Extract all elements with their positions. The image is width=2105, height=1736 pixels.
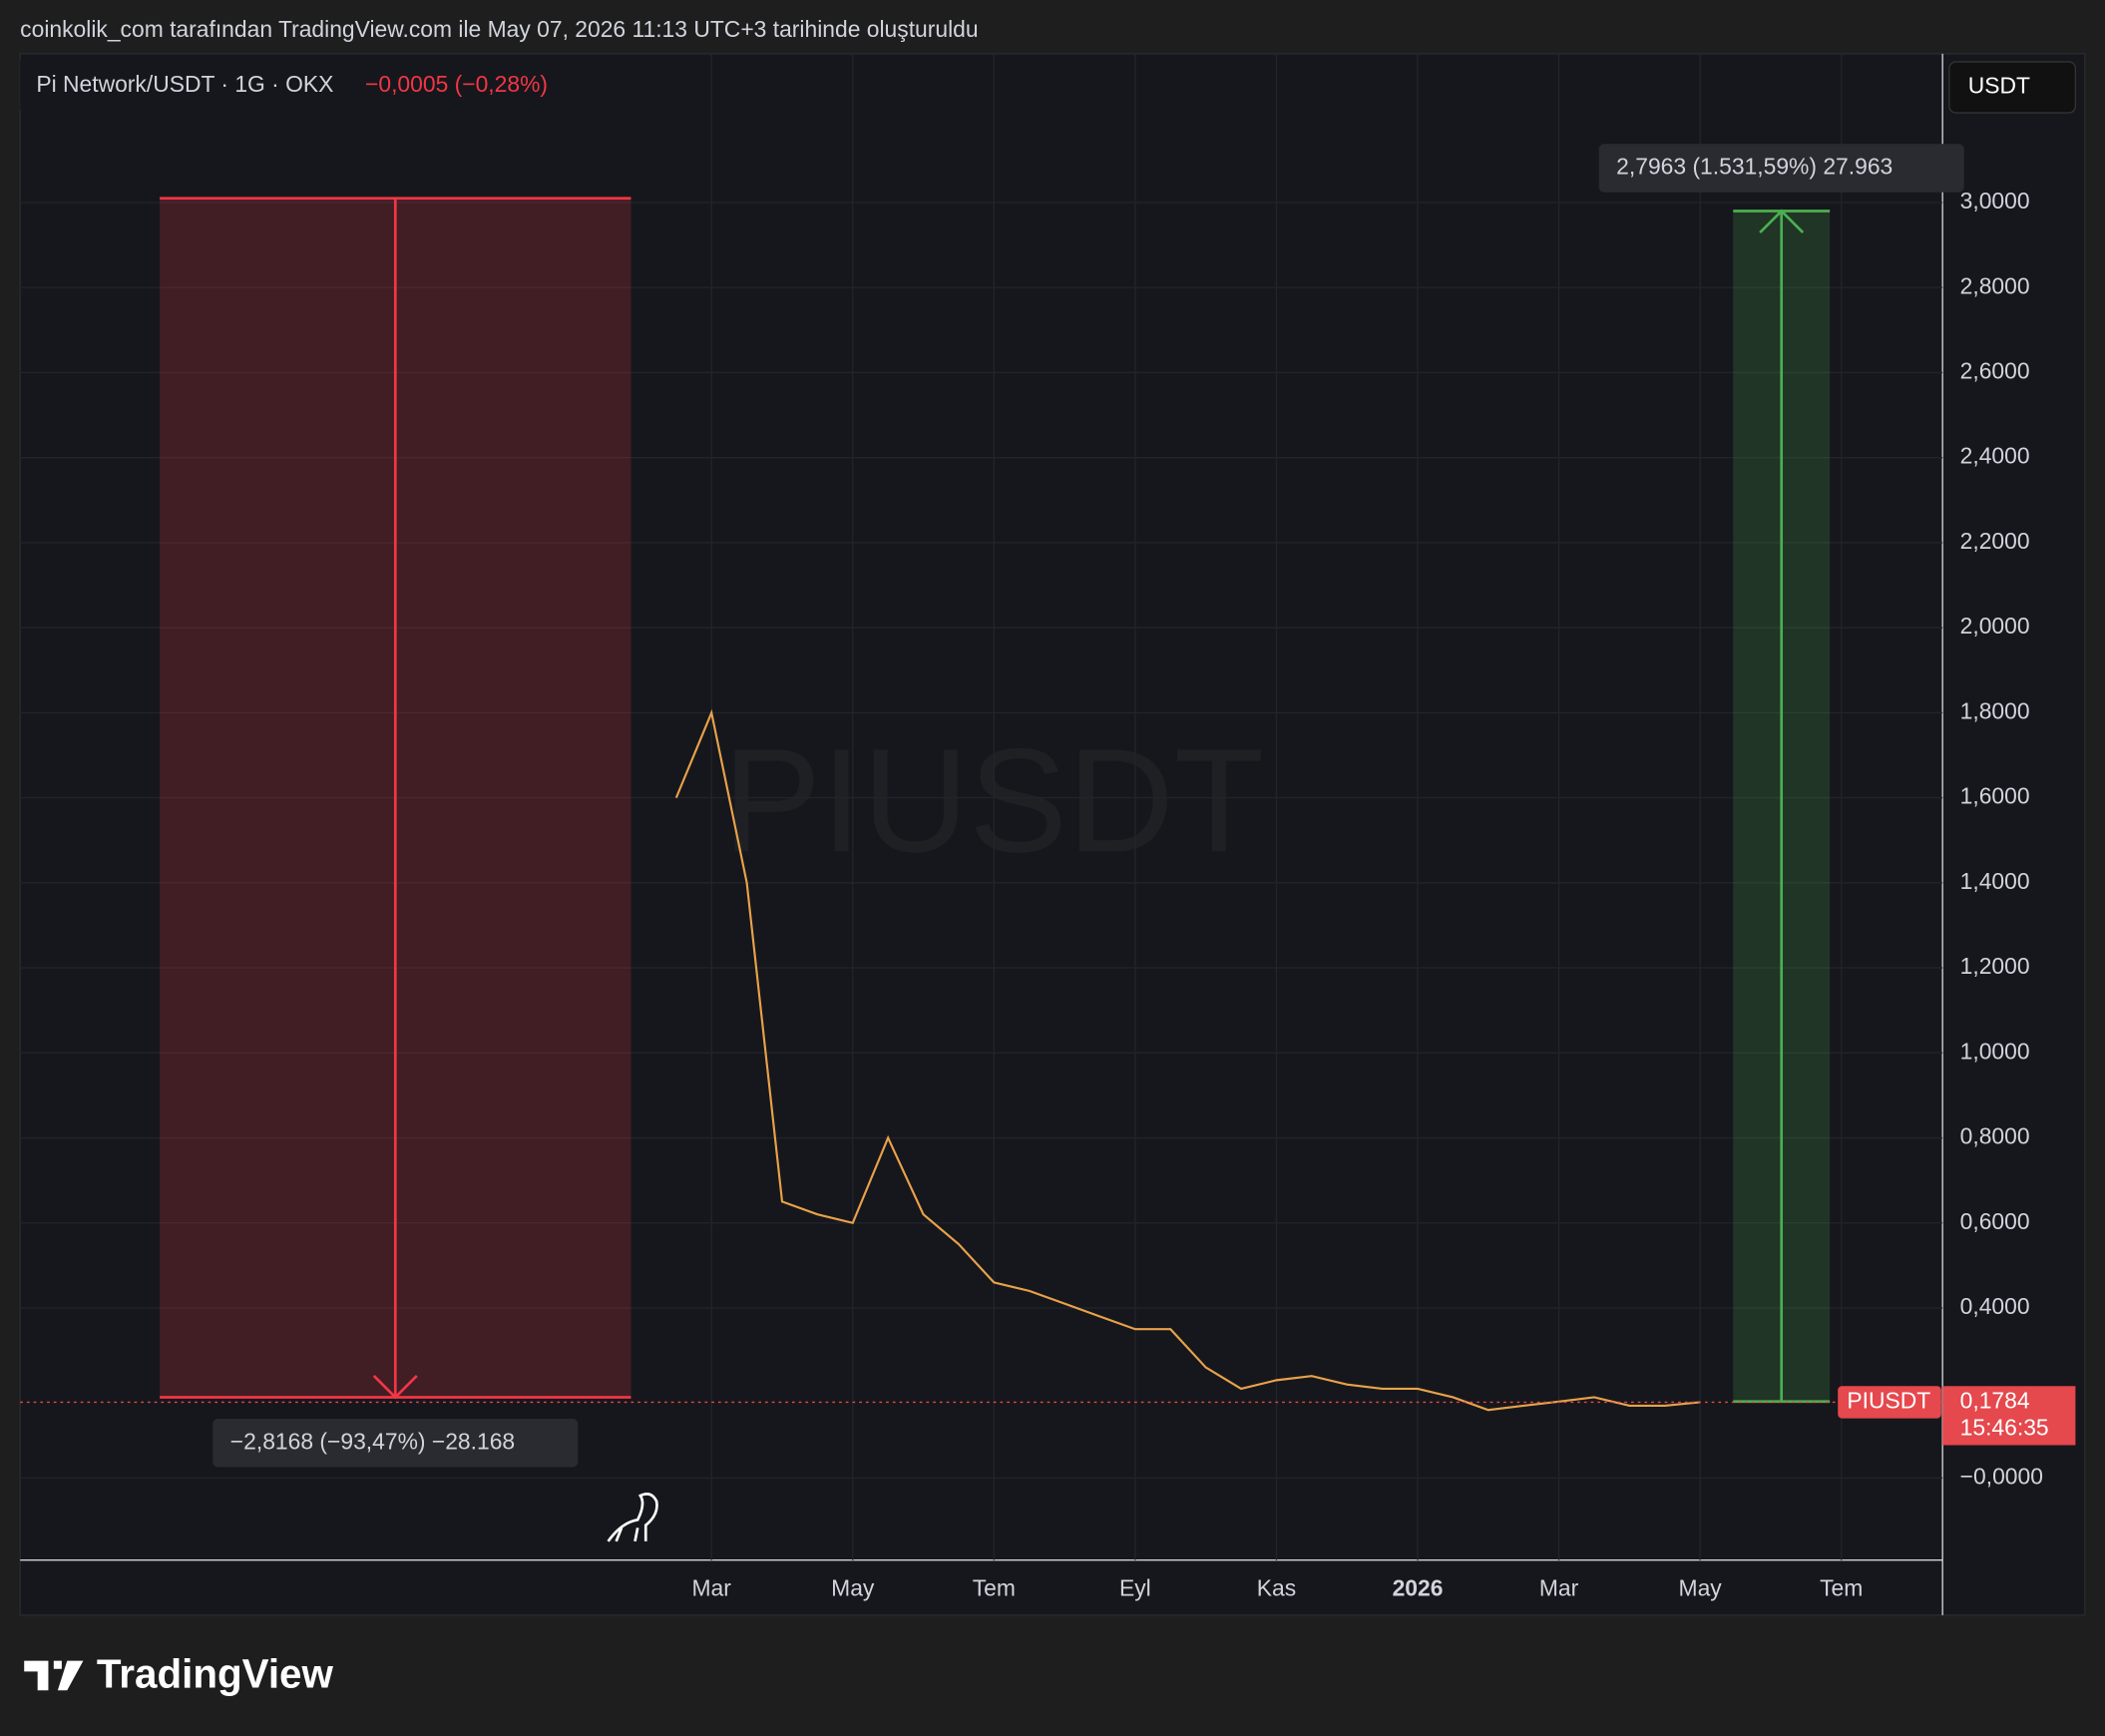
x-tick-label: Mar: [692, 1574, 732, 1600]
measure-label-bg: [1598, 144, 1964, 193]
x-tick-label: Mar: [1539, 1574, 1579, 1600]
y-tick-label: 2,2000: [1960, 528, 2030, 554]
currency[interactable]: USDT: [1968, 73, 2030, 99]
measure-label: −2,8168 (−93,47%) −28.168: [230, 1428, 515, 1454]
y-tick-label: 2,6000: [1960, 358, 2030, 384]
plot: [20, 708, 1943, 1412]
x-tick-label: 2026: [1393, 1574, 1444, 1600]
y-tick-label: 1,8000: [1960, 697, 2030, 723]
symbol-tag: [1838, 1386, 1941, 1419]
y-tick-label: 1,2000: [1960, 953, 2030, 979]
y-tick-label: 1,0000: [1960, 1038, 2030, 1064]
legend-bg: [20, 59, 598, 111]
grid: [20, 53, 1943, 1560]
header: coinkolik_com tarafından TradingView.com…: [20, 16, 978, 42]
y-tick-label: 0,4000: [1960, 1293, 2030, 1319]
dino-icon: [607, 1492, 658, 1542]
y-tick-label: 0,6000: [1960, 1208, 2030, 1234]
price-line: [674, 708, 1701, 1412]
y-tick-label: 1,6000: [1960, 783, 2030, 809]
y-tick-label: 2,4000: [1960, 443, 2030, 469]
measure-label-bg: [212, 1419, 579, 1468]
x-tick-label: Tem: [1820, 1574, 1863, 1600]
y-tick-label: 2,0000: [1960, 613, 2030, 639]
price-tag: [1942, 1386, 2076, 1446]
change: −0,0005 (−0,28%): [365, 71, 548, 97]
y-tick-label: 1,4000: [1960, 868, 2030, 894]
price-tag-label: 0,1784: [1960, 1387, 2030, 1413]
symbol: Pi Network/USDT · 1G · OKX: [36, 71, 333, 97]
brand: TradingView: [97, 1650, 334, 1696]
x-tick-label: Kas: [1257, 1574, 1296, 1600]
measurements: −2,8168 (−93,47%) −28.168 2,7963 (1.531,5…: [160, 144, 1964, 1468]
x-tick-label: May: [831, 1574, 875, 1600]
y-tick-label: 0,8000: [1960, 1123, 2030, 1149]
y-tick-label: −0,0000: [1960, 1463, 2043, 1489]
symbol-tag-label: PIUSDT: [1847, 1387, 1930, 1413]
x-tick-label: Eyl: [1119, 1574, 1151, 1600]
measure-label: 2,7963 (1.531,59%) 27.963: [1616, 154, 1893, 180]
x-tick-label: Tem: [973, 1574, 1016, 1600]
measure-arrowhead: [372, 1374, 418, 1400]
chart-frame: [19, 53, 2086, 1616]
countdown: 15:46:35: [1960, 1414, 2049, 1440]
currency-button[interactable]: [1948, 61, 2077, 114]
measure-arrowhead: [1759, 209, 1805, 234]
y-tick-label: 2,8000: [1960, 272, 2030, 298]
x-tick-label: May: [1679, 1574, 1723, 1600]
logo-icon: [24, 1660, 84, 1691]
y-tick-label: 3,0000: [1960, 188, 2030, 214]
